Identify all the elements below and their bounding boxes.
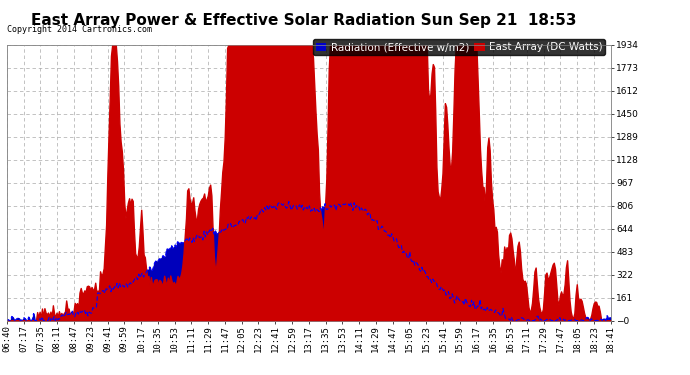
Legend: Radiation (Effective w/m2), East Array (DC Watts): Radiation (Effective w/m2), East Array (…	[313, 39, 605, 56]
Text: Copyright 2014 Cartronics.com: Copyright 2014 Cartronics.com	[7, 25, 152, 34]
Text: East Array Power & Effective Solar Radiation Sun Sep 21  18:53: East Array Power & Effective Solar Radia…	[31, 13, 576, 28]
